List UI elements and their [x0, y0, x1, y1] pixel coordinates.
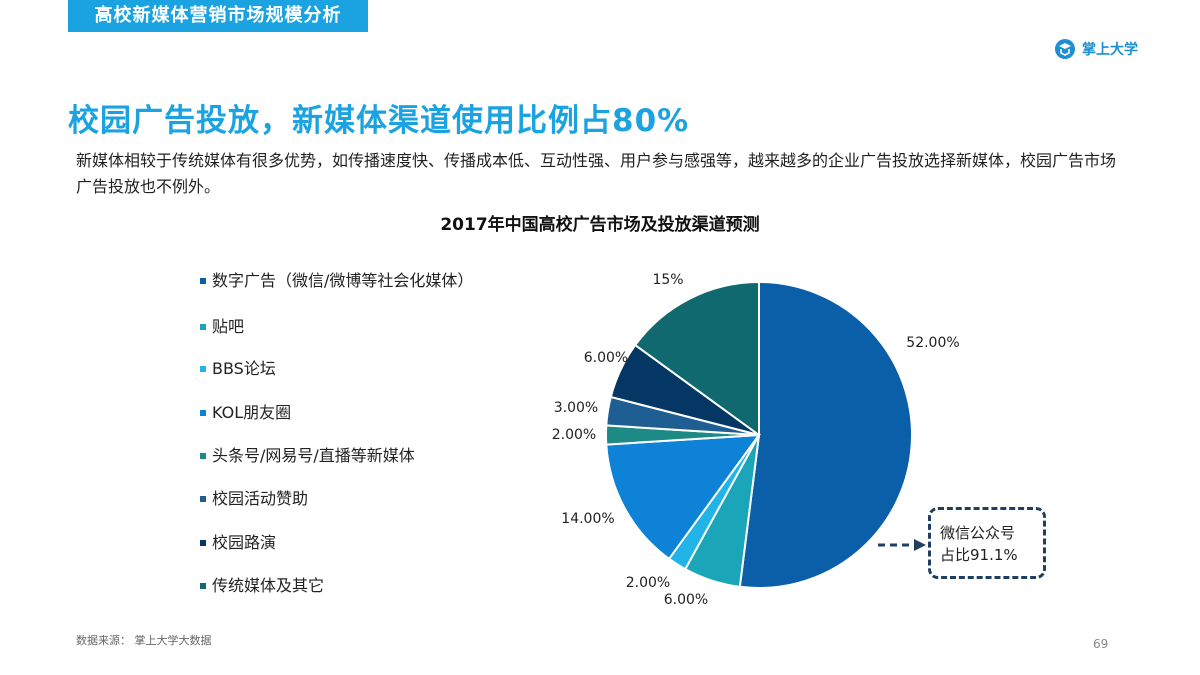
legend-label: BBS论坛	[212, 359, 276, 378]
pie-slice	[605, 433, 762, 561]
legend-label: 校园路演	[212, 533, 277, 552]
pie-data-label: 6.00%	[664, 592, 708, 608]
data-source: 数据来源： 掌上大学大数据	[76, 634, 212, 647]
pie-slice	[738, 280, 913, 589]
page-number: 69	[1093, 637, 1109, 651]
legend-item: 贴吧	[200, 316, 470, 338]
wechat-callout: 微信公众号 占比91.1%	[928, 507, 1046, 579]
pie-data-label: 14.00%	[561, 511, 614, 527]
chart-title: 2017年中国高校广告市场及投放渠道预测	[440, 215, 760, 235]
legend-item: 传统媒体及其它	[200, 575, 470, 597]
brand-logo: 掌上大学	[1054, 38, 1138, 60]
legend-item: KOL朋友圈	[200, 402, 470, 424]
legend-item: 数字广告（微信/微博等社会化媒体）	[200, 270, 474, 292]
pie-data-label: 6.00%	[584, 350, 628, 366]
pie-data-label: 2.00%	[626, 575, 670, 591]
callout-line-1: 微信公众号	[940, 524, 1016, 542]
legend-label: 传统媒体及其它	[212, 576, 325, 595]
legend-label: 校园活动赞助	[212, 489, 309, 508]
legend-label: KOL朋友圈	[212, 403, 292, 422]
legend-swatch	[200, 324, 206, 330]
legend-item: 校园路演	[200, 532, 470, 554]
pie-data-label: 3.00%	[554, 400, 598, 416]
legend-label: 贴吧	[212, 317, 245, 336]
legend-item: BBS论坛	[200, 358, 470, 380]
legend-label: 数字广告（微信/微博等社会化媒体）	[212, 271, 474, 290]
legend-item: 头条号/网易号/直播等新媒体	[200, 445, 470, 467]
brand-name: 掌上大学	[1082, 42, 1138, 58]
brand-emblem-icon	[1055, 39, 1075, 59]
pie-slice	[633, 280, 760, 437]
legend-swatch	[200, 496, 206, 502]
legend-swatch	[200, 540, 206, 546]
legend-swatch	[200, 366, 206, 372]
callout-line-2: 占比91.1%	[940, 546, 1018, 564]
headline: 校园广告投放，新媒体渠道使用比例占80%	[68, 103, 690, 139]
legend-label: 头条号/网易号/直播等新媒体	[212, 446, 415, 465]
pie-data-label: 2.00%	[552, 427, 596, 443]
section-tab: 高校新媒体营销市场规模分析	[68, 0, 368, 32]
legend-item: 校园活动赞助	[200, 488, 470, 510]
pie-data-label: 52.00%	[906, 335, 959, 351]
legend-swatch	[200, 278, 206, 284]
legend-swatch	[200, 583, 206, 589]
legend-swatch	[200, 453, 206, 459]
intro-paragraph: 新媒体相较于传统媒体有很多优势，如传播速度快、传播成本低、互动性强、用户参与感强…	[76, 151, 1117, 196]
callout-arrow-icon	[878, 539, 926, 551]
legend-swatch	[200, 410, 206, 416]
pie-data-label: 15%	[652, 272, 683, 288]
